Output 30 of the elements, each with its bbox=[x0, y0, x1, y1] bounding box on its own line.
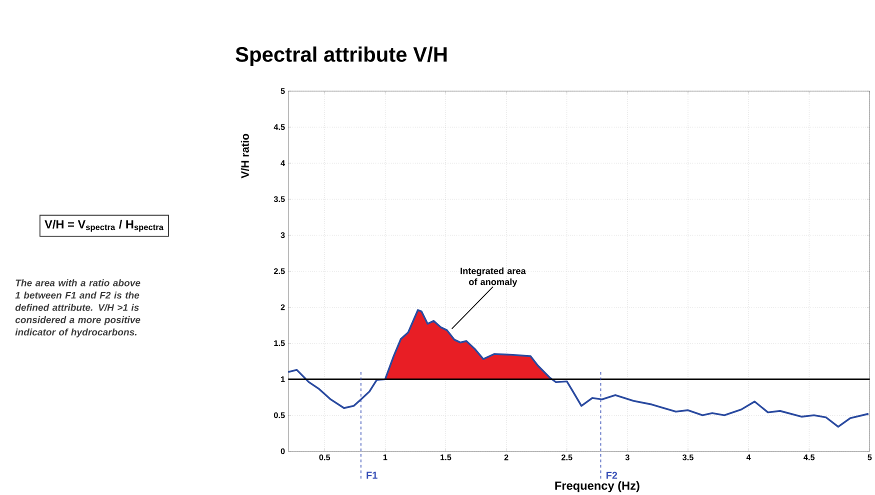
text: The area with a ratio above 1 between F1 and F2 is the defined attribute. V/H >1 is considered a more positive indicator of hydrocarbons. bbox=[15, 279, 140, 338]
y-tick-label: 0 bbox=[280, 448, 285, 454]
x-tick-label: 3.5 bbox=[682, 454, 694, 460]
y-tick-label: 1.5 bbox=[274, 340, 285, 346]
ref-line-label: F1 bbox=[366, 472, 378, 479]
y-axis-title: V/H ratio bbox=[240, 134, 250, 178]
x-tick-label: 3 bbox=[625, 454, 630, 460]
y-tick-label: 5 bbox=[280, 88, 285, 94]
y-tick-label: 4 bbox=[280, 160, 286, 166]
annotation: Integrated area of anomaly bbox=[460, 267, 526, 287]
x-tick-label: 1.5 bbox=[440, 454, 452, 460]
x-tick-label: 0.5 bbox=[319, 454, 330, 460]
text: V/H = V$_{spectra}$ / H$_{spectra}$ bbox=[44, 220, 164, 232]
x-tick-label: 1 bbox=[383, 454, 388, 460]
y-tick-label: 2 bbox=[280, 304, 285, 310]
y-tick-label: 4.5 bbox=[274, 124, 285, 130]
chart-title: Spectral attribute V/H bbox=[236, 46, 447, 66]
y-tick-label: 3.5 bbox=[274, 196, 285, 202]
y-tick-label: 2.5 bbox=[274, 268, 285, 274]
x-tick-label: 5 bbox=[868, 454, 872, 460]
ref-line-label: F2 bbox=[606, 472, 618, 479]
y-tick-label: 1 bbox=[281, 376, 285, 382]
x-tick-label: 2 bbox=[504, 454, 508, 460]
x-tick-label: 4 bbox=[746, 454, 751, 460]
y-tick-label: 3 bbox=[280, 232, 285, 238]
x-tick-label: 4.5 bbox=[804, 454, 815, 460]
line-series bbox=[287, 309, 870, 428]
x-axis-title: Frequency (Hz) bbox=[555, 481, 640, 492]
x-tick-label: 2.5 bbox=[561, 454, 572, 460]
y-tick-label: 0.5 bbox=[274, 412, 285, 418]
